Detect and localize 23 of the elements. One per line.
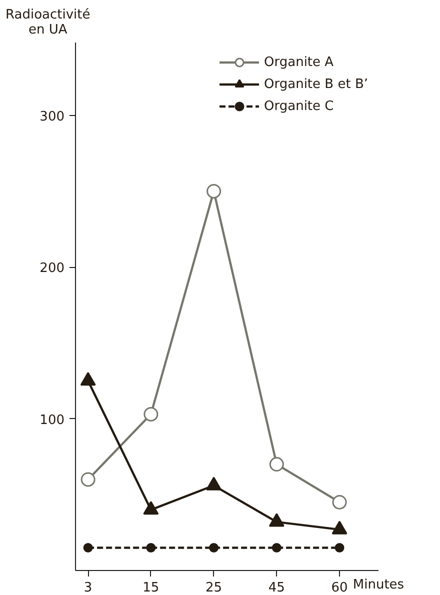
point [83,543,93,552]
point [206,184,222,198]
legend-label: Organite B et B’ [264,76,368,92]
point [146,543,156,552]
point [272,543,282,552]
y-tick-label: 300 [40,109,65,124]
x-tick-label: 25 [206,580,222,595]
y-axis-title: Radioactivité en UA [6,8,90,38]
legend-label: Organite A [264,54,334,70]
point [209,543,219,552]
x-tick-label: 45 [268,580,285,595]
legend-label: Organite C [264,98,334,114]
x-tick-label: 3 [84,580,92,595]
point [144,406,158,422]
y-tick-label: 200 [40,261,65,276]
y-tick-label: 100 [40,412,65,428]
x-tick-label: 60 [331,580,348,595]
point [80,472,96,487]
x-tick-label: 15 [142,580,160,595]
point [269,457,284,472]
point [332,494,347,510]
x-axis-title: Minutes [352,578,404,592]
point [334,543,344,552]
